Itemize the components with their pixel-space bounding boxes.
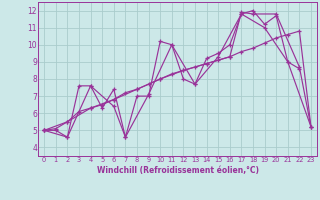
X-axis label: Windchill (Refroidissement éolien,°C): Windchill (Refroidissement éolien,°C) — [97, 166, 259, 175]
